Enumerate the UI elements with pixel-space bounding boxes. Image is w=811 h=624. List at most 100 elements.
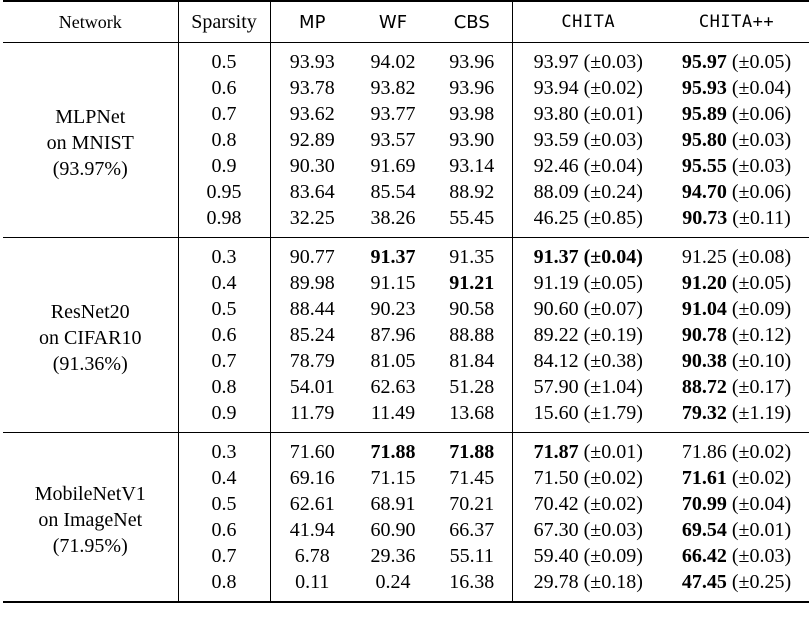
chita-cell: 93.97 (±0.03) [512,43,664,76]
chita-plus-plus-std: (±0.02) [726,441,792,463]
chita-plus-plus-std: (±0.06) [726,103,792,125]
chita-plus-plus-value: 90.73 [682,207,728,229]
mp-cell: 89.98 [270,270,354,296]
chita-plus-plus-std: (±0.17) [726,376,792,398]
header-wf: WF [354,0,432,43]
header-network: Network [3,0,179,43]
network-group: MobileNetV1 on ImageNet (71.95%) 0.3 71.60 71… [3,432,809,602]
chita-plus-plus-value: 95.80 [681,129,727,151]
chita-value: 91.19 [533,272,579,294]
cbs-cell: 88.88 [432,322,513,348]
wf-cell: 91.37 [354,238,432,271]
wf-cell: 81.05 [354,348,432,374]
table-row: 0.4 69.16 71.15 71.45 71.50 (±0.02) 71.61 (±0… [3,465,809,491]
wf-cell: 60.90 [354,517,432,543]
chita-plus-plus-cell: 91.04 (±0.09) [664,296,809,322]
table-row: 0.95 83.64 85.54 88.92 88.09 (±0.24) 94.70 (±… [3,179,809,205]
wf-value: 11.49 [370,402,416,424]
sparsity-cell: 0.3 [178,237,271,270]
chita-plus-plus-cell: 90.38 (±0.10) [664,348,809,374]
cbs-value: 93.98 [449,103,495,125]
sparsity-value: 0.98 [206,207,242,229]
sparsity-value: 0.8 [211,376,237,398]
wf-cell: 11.49 [354,400,432,433]
chita-value: 93.59 [533,129,579,151]
mp-value: 90.30 [289,155,335,177]
chita-plus-plus-std: (±0.03) [726,155,792,177]
chita-value: 92.46 [533,155,579,177]
network-label-line: ResNet20 [50,301,130,323]
chita-cell: 29.78 (±0.18) [512,569,664,602]
mp-cell: 62.61 [270,491,354,517]
table-row: 0.4 89.98 91.15 91.21 91.19 (±0.05) 91.20 (±0… [3,270,809,296]
chita-plus-plus-cell: 66.42 (±0.03) [664,543,809,569]
sparsity-cell: 0.98 [178,205,271,238]
sparsity-cell: 0.7 [178,101,271,127]
chita-plus-plus-value: 95.55 [681,155,727,177]
chita-plus-plus-value: 91.20 [681,272,727,294]
chita-plus-plus-std: (±1.19) [726,402,792,424]
cbs-cell: 66.37 [432,517,513,543]
chita-plus-plus-value: 91.25 [681,246,727,268]
chita-plus-plus-std: (±0.03) [726,129,792,151]
sparsity-cell: 0.8 [178,127,271,153]
cbs-cell: 88.92 [432,179,513,205]
cbs-value: 93.96 [449,51,495,73]
chita-cell: 89.22 (±0.19) [512,322,664,348]
header-row: Network Sparsity MP WF CBS CHITA CHITA++ [3,0,809,43]
sparsity-cell: 0.9 [178,400,271,433]
mp-value: 54.01 [289,376,335,398]
cbs-cell: 93.14 [432,153,513,179]
wf-value: 93.77 [370,103,416,125]
chita-std: (±0.09) [578,545,643,567]
cbs-cell: 93.90 [432,127,513,153]
wf-value: 85.54 [370,181,416,203]
cbs-cell: 13.68 [432,400,513,433]
mp-value: 83.64 [289,181,335,203]
chita-std: (±0.01) [578,103,643,125]
mp-cell: 90.30 [270,153,354,179]
sparsity-value: 0.8 [211,129,237,151]
sparsity-value: 0.7 [211,350,237,372]
chita-plus-plus-value: 95.97 [681,51,727,73]
sparsity-cell: 0.9 [178,153,271,179]
network-label-line: MLPNet [55,106,126,128]
chita-plus-plus-std: (±0.04) [726,493,792,515]
mp-value: 32.25 [289,207,335,229]
cbs-value: 91.21 [449,272,495,294]
network-label-line: (71.95%) [52,535,128,557]
cbs-cell: 55.11 [432,543,513,569]
network-label-line: (91.36%) [52,353,128,375]
chita-plus-plus-cell: 95.97 (±0.05) [664,43,809,76]
header-chita-plus-plus: CHITA++ [664,0,809,43]
chita-value: 29.78 [533,571,579,593]
mp-cell: 0.11 [270,569,354,602]
cbs-value: 55.45 [449,207,495,229]
wf-cell: 71.15 [354,465,432,491]
chita-value: 71.50 [533,467,579,489]
wf-value: 91.37 [370,246,416,268]
wf-value: 68.91 [370,493,416,515]
mp-cell: 93.78 [270,75,354,101]
cbs-value: 88.92 [449,181,495,203]
chita-plus-plus-std: (±0.12) [726,324,792,346]
cbs-value: 55.11 [449,545,494,567]
chita-value: 59.40 [533,545,579,567]
cbs-cell: 51.28 [432,374,513,400]
cbs-cell: 71.45 [432,465,513,491]
chita-plus-plus-std: (±0.10) [726,350,792,372]
cbs-value: 71.45 [449,467,495,489]
table-row: 0.8 54.01 62.63 51.28 57.90 (±1.04) 88.72 (±0… [3,374,809,400]
chita-cell: 59.40 (±0.09) [512,543,664,569]
chita-plus-plus-std: (±0.02) [726,467,792,489]
header-cbs: CBS [432,0,513,43]
cbs-cell: 93.96 [432,42,513,75]
chita-plus-plus-cell: 47.45 (±0.25) [664,569,809,602]
table-row: 0.7 93.62 93.77 93.98 93.80 (±0.01) 95.89 (±0… [3,101,809,127]
cbs-value: 66.37 [449,519,495,541]
table-row: 0.5 62.61 68.91 70.21 70.42 (±0.02) 70.99 (±0… [3,491,809,517]
sparsity-value: 0.6 [211,77,237,99]
chita-std: (±0.02) [578,493,643,515]
chita-cell: 46.25 (±0.85) [512,205,664,238]
mp-value: 69.16 [289,467,335,489]
